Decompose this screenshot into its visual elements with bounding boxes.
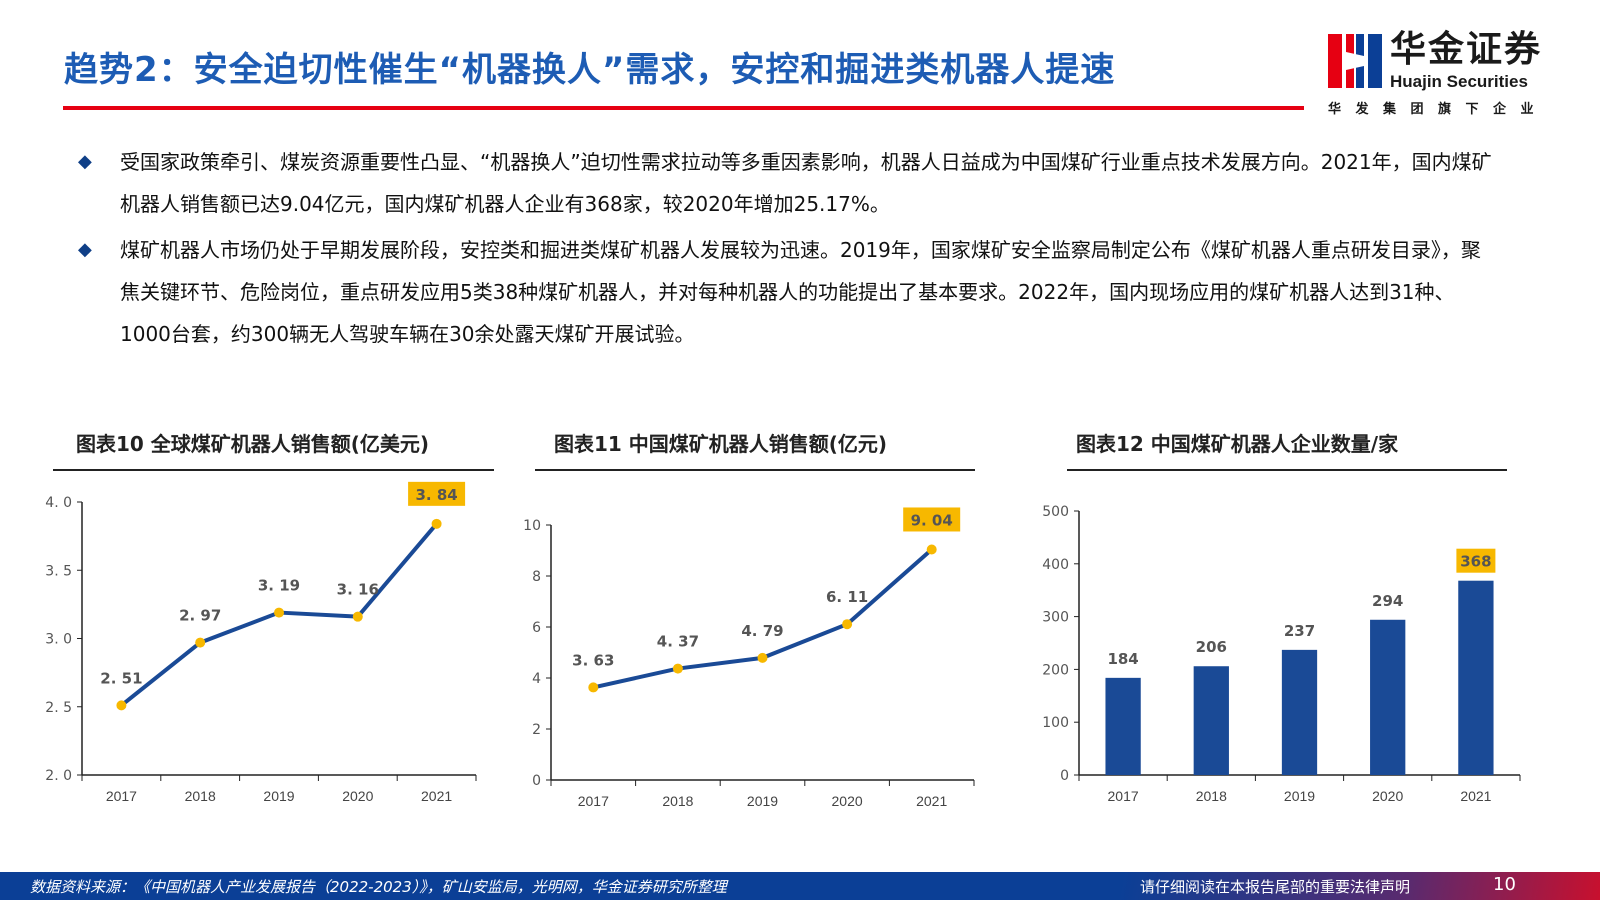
bar-2017 bbox=[1105, 677, 1141, 775]
data-label: 9. 04 bbox=[911, 511, 953, 529]
x-tick-label: 2020 bbox=[1372, 788, 1403, 804]
footer-bar: 数据资料来源：《中国机器人产业发展报告（2022-2023）》，矿山安监局，光明… bbox=[0, 872, 1600, 900]
x-tick-label: 2018 bbox=[1196, 788, 1227, 804]
company-logo: 华金证券 Huajin Securities 华发集团旗下企业 bbox=[1328, 29, 1578, 124]
diamond-bullet-icon: ◆ bbox=[78, 151, 92, 172]
data-label: 184 bbox=[1107, 650, 1138, 668]
footer-source: 数据资料来源：《中国机器人产业发展报告（2022-2023）》，矿山安监局，光明… bbox=[30, 878, 727, 896]
logo-cn: 华金证券 bbox=[1390, 29, 1543, 70]
data-point-2020 bbox=[842, 619, 853, 630]
x-tick-label: 2020 bbox=[832, 793, 863, 809]
chart-title-11: 图表11 中国煤矿机器人销售额(亿元) bbox=[554, 432, 888, 456]
bullet-2: ◆ 煤矿机器人市场仍处于早期发展阶段，安控类和掘进类煤矿机器人发展较为迅速。20… bbox=[78, 229, 1498, 355]
data-label-highlight bbox=[408, 481, 466, 506]
data-label: 3. 19 bbox=[258, 577, 300, 595]
bar-2021 bbox=[1458, 580, 1494, 775]
bar-2019 bbox=[1281, 649, 1318, 775]
y-tick-label: 300 bbox=[1042, 610, 1069, 626]
x-tick-label: 2020 bbox=[342, 788, 373, 804]
data-label: 4. 79 bbox=[741, 622, 783, 640]
data-label: 206 bbox=[1196, 638, 1227, 656]
data-label: 6. 11 bbox=[826, 588, 868, 606]
data-point-2021 bbox=[926, 544, 937, 555]
x-tick-label: 2018 bbox=[662, 793, 693, 809]
page-number: 10 bbox=[1493, 874, 1516, 895]
x-tick-label: 2019 bbox=[263, 788, 294, 804]
x-tick-label: 2019 bbox=[1284, 788, 1315, 804]
bar-2020 bbox=[1370, 619, 1406, 775]
logo-sub: 华发集团旗下企业 bbox=[1328, 102, 1549, 117]
data-label: 294 bbox=[1372, 592, 1403, 610]
bullet-text: 煤矿机器人市场仍处于早期发展阶段，安控类和掘进类煤矿机器人发展较为迅速。2019… bbox=[120, 238, 1481, 346]
x-tick-label: 2017 bbox=[578, 793, 609, 809]
diamond-bullet-icon: ◆ bbox=[78, 239, 92, 260]
y-tick-label: 500 bbox=[1042, 504, 1069, 520]
data-label-highlight bbox=[903, 507, 961, 532]
x-tick-label: 2017 bbox=[1108, 788, 1139, 804]
data-label: 2. 97 bbox=[179, 607, 221, 625]
y-tick-label: 2. 0 bbox=[45, 768, 72, 784]
huajin-logo-icon bbox=[1328, 34, 1382, 88]
data-label: 2. 51 bbox=[100, 669, 142, 687]
bullet-1: ◆ 受国家政策牵引、煤炭资源重要性凸显、“机器换人”迫切性需求拉动等多重因素影响… bbox=[78, 141, 1498, 225]
y-tick-label: 10 bbox=[523, 518, 541, 534]
y-tick-label: 200 bbox=[1042, 662, 1069, 678]
y-tick-label: 3. 0 bbox=[45, 632, 72, 648]
footer-legal-notice: 请仔细阅读在本报告尾部的重要法律声明 bbox=[1140, 878, 1411, 896]
y-tick-label: 4. 0 bbox=[45, 495, 72, 511]
y-tick-label: 100 bbox=[1042, 715, 1069, 731]
data-label: 368 bbox=[1460, 553, 1491, 571]
y-tick-label: 4 bbox=[532, 671, 541, 687]
data-point-2017 bbox=[588, 682, 599, 693]
data-point-2019 bbox=[757, 652, 768, 663]
x-tick-label: 2019 bbox=[747, 793, 778, 809]
y-tick-label: 0 bbox=[532, 773, 541, 789]
chart-title-12: 图表12 中国煤矿机器人企业数量/家 bbox=[1076, 432, 1399, 456]
data-point-2020 bbox=[352, 611, 363, 622]
y-tick-label: 400 bbox=[1042, 557, 1069, 573]
data-label: 3. 63 bbox=[572, 651, 614, 669]
data-label: 4. 37 bbox=[657, 633, 699, 651]
data-point-2017 bbox=[116, 700, 127, 711]
chart-title-rule bbox=[535, 469, 975, 471]
page-title: 趋势2：安全迫切性催生“机器换人”需求，安控和掘进类机器人提速 bbox=[64, 50, 1116, 90]
y-tick-label: 3. 5 bbox=[45, 563, 72, 579]
y-tick-label: 0 bbox=[1060, 768, 1069, 784]
x-tick-label: 2021 bbox=[916, 793, 947, 809]
y-tick-label: 6 bbox=[532, 620, 541, 636]
chart-title-rule bbox=[53, 469, 494, 471]
x-tick-label: 2021 bbox=[1460, 788, 1491, 804]
bar-2018 bbox=[1193, 666, 1229, 775]
chart-title-rule bbox=[1067, 469, 1507, 471]
data-label: 3. 16 bbox=[337, 581, 379, 599]
x-tick-label: 2018 bbox=[185, 788, 216, 804]
chart-title-10: 图表10 全球煤矿机器人销售额(亿美元) bbox=[76, 432, 430, 456]
x-tick-label: 2021 bbox=[421, 788, 452, 804]
data-point-2019 bbox=[274, 607, 284, 618]
x-tick-label: 2017 bbox=[106, 788, 137, 804]
data-point-2018 bbox=[672, 663, 683, 674]
y-tick-label: 2. 5 bbox=[45, 700, 72, 716]
data-point-2021 bbox=[431, 518, 442, 529]
data-label: 3. 84 bbox=[415, 486, 457, 504]
series-line bbox=[592, 547, 934, 690]
data-label-highlight bbox=[1456, 548, 1496, 573]
bullet-text: 受国家政策牵引、煤炭资源重要性凸显、“机器换人”迫切性需求拉动等多重因素影响，机… bbox=[120, 150, 1492, 216]
data-label: 237 bbox=[1284, 622, 1315, 640]
y-tick-label: 8 bbox=[532, 569, 541, 585]
y-tick-label: 2 bbox=[532, 722, 541, 738]
title-underline bbox=[63, 106, 1304, 110]
data-point-2018 bbox=[195, 637, 206, 648]
logo-en: Huajin Securities bbox=[1390, 72, 1528, 91]
